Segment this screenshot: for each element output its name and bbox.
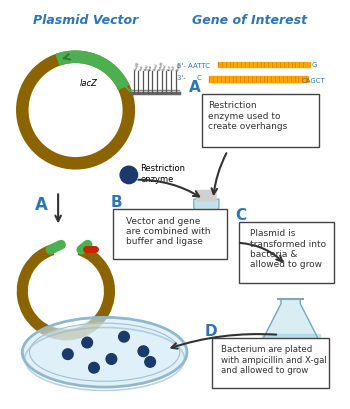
Text: lacZ: lacZ bbox=[80, 79, 98, 88]
Bar bbox=[218, 63, 310, 68]
Text: SacI: SacI bbox=[139, 64, 145, 71]
Text: Gene of Interest: Gene of Interest bbox=[193, 14, 308, 27]
Circle shape bbox=[138, 346, 149, 357]
Text: Restriction
enzyme: Restriction enzyme bbox=[140, 164, 186, 183]
Ellipse shape bbox=[29, 324, 180, 381]
Text: KpnI: KpnI bbox=[144, 64, 149, 71]
Text: Plasmid Vector: Plasmid Vector bbox=[33, 14, 138, 27]
Text: Vector and gene
are combined with
buffer and ligase: Vector and gene are combined with buffer… bbox=[126, 216, 210, 246]
Text: SalI: SalI bbox=[172, 65, 177, 71]
Circle shape bbox=[89, 362, 99, 373]
Text: C: C bbox=[235, 207, 246, 222]
Text: D: D bbox=[204, 323, 217, 338]
Circle shape bbox=[119, 332, 130, 342]
Text: Plasmid is
transformed into
bacteria &
allowed to grow: Plasmid is transformed into bacteria & a… bbox=[250, 229, 326, 269]
Text: Bacterium are plated
with ampicillin and X-gal
and allowed to grow: Bacterium are plated with ampicillin and… bbox=[221, 345, 327, 374]
Circle shape bbox=[21, 56, 130, 165]
FancyBboxPatch shape bbox=[239, 222, 334, 283]
Text: CAGCT: CAGCT bbox=[301, 78, 325, 84]
Text: ampR: ampR bbox=[47, 114, 69, 123]
Circle shape bbox=[21, 247, 111, 336]
Circle shape bbox=[145, 357, 155, 367]
Text: G: G bbox=[312, 62, 317, 68]
Polygon shape bbox=[194, 200, 219, 248]
Text: Restriction
enzyme used to
create overhangs: Restriction enzyme used to create overha… bbox=[208, 101, 288, 131]
Polygon shape bbox=[259, 299, 323, 348]
Polygon shape bbox=[197, 212, 216, 244]
FancyBboxPatch shape bbox=[202, 95, 319, 148]
Circle shape bbox=[106, 354, 117, 364]
Bar bbox=[209, 77, 308, 83]
FancyBboxPatch shape bbox=[113, 210, 227, 259]
Circle shape bbox=[63, 349, 73, 360]
Text: AvaI: AvaI bbox=[148, 64, 154, 71]
Text: HindIII: HindIII bbox=[134, 61, 141, 71]
Circle shape bbox=[82, 337, 92, 348]
Text: A: A bbox=[189, 79, 201, 94]
Text: A: A bbox=[35, 196, 48, 213]
Text: AccI: AccI bbox=[167, 64, 173, 71]
Text: XbaI: XbaI bbox=[162, 64, 168, 71]
Text: B: B bbox=[111, 194, 122, 209]
Text: XmaI: XmaI bbox=[153, 63, 159, 71]
Text: EcoRI: EcoRI bbox=[176, 62, 182, 71]
Ellipse shape bbox=[22, 317, 187, 387]
FancyBboxPatch shape bbox=[197, 191, 216, 202]
Polygon shape bbox=[261, 334, 320, 345]
FancyBboxPatch shape bbox=[212, 338, 329, 388]
Circle shape bbox=[30, 256, 102, 327]
Text: 3'-     C: 3'- C bbox=[177, 75, 202, 81]
Text: 5'- AATTC: 5'- AATTC bbox=[177, 63, 210, 69]
Circle shape bbox=[30, 65, 121, 156]
Text: BamHI: BamHI bbox=[158, 61, 164, 71]
Circle shape bbox=[120, 167, 138, 184]
